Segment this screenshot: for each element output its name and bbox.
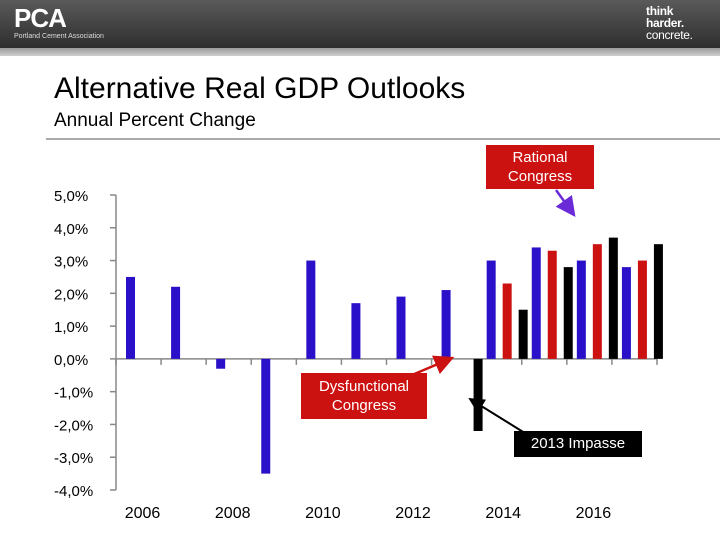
bar-2013-impasse-2017 xyxy=(653,244,663,359)
bar-rational-congress-2014 xyxy=(486,260,496,359)
bar-rational-congress-2009 xyxy=(261,358,271,474)
slide-subtitle: Annual Percent Change xyxy=(54,110,256,131)
rational-congress-callout: Rational Congress xyxy=(486,145,594,189)
bar-rational-congress-2015 xyxy=(531,247,541,359)
y-tick-label: 1,0% xyxy=(54,319,88,336)
tagline-line-3: concrete. xyxy=(646,28,693,42)
bar-dysfunctional-congress-2015 xyxy=(547,250,557,359)
annotation-arrows xyxy=(411,189,576,436)
rational-arrow xyxy=(554,189,576,218)
dysfunctional-callout-line-2: Congress xyxy=(331,397,397,414)
dysfunctional-callout-line-1: Dysfunctional xyxy=(318,378,410,395)
y-tick-label: 4,0% xyxy=(54,221,88,238)
x-tick-label: 2012 xyxy=(395,505,431,522)
y-tick-label: -1,0% xyxy=(54,385,93,402)
header-sub-bar xyxy=(0,48,720,56)
y-tick-label: -4,0% xyxy=(54,483,93,500)
y-tick-label: 3,0% xyxy=(54,254,88,271)
bar-rational-congress-2016 xyxy=(576,260,586,359)
slide-title: Alternative Real GDP Outlooks xyxy=(54,72,466,105)
dysfunctional-arrow xyxy=(411,355,455,377)
tagline-line-2: harder. xyxy=(646,16,684,30)
bar-2013-impasse-2015 xyxy=(563,267,573,359)
bar-rational-congress-2007 xyxy=(171,286,181,359)
y-tick-label: -2,0% xyxy=(54,417,93,434)
x-tick-label: 2006 xyxy=(125,505,161,522)
y-tick-label: 5,0% xyxy=(54,188,88,205)
bar-rational-congress-2011 xyxy=(351,303,361,359)
dysfunctional-congress-callout: Dysfunctional Congress xyxy=(301,373,427,419)
y-tick-label: 2,0% xyxy=(54,286,88,303)
bar-rational-congress-2013 xyxy=(441,290,451,359)
y-tick-label: 0,0% xyxy=(54,352,88,369)
impasse-arrow xyxy=(468,397,529,436)
bar-dysfunctional-congress-2014 xyxy=(502,283,512,359)
bar-rational-congress-2017 xyxy=(621,267,631,359)
tagline-line-1: think xyxy=(646,4,674,18)
chart-tick-labels: 5,0% 4,0% 3,0% 2,0% 1,0% 0,0% -1,0% -2,0% -3,0% -… xyxy=(54,188,611,522)
bar-rational-congress-2006 xyxy=(126,276,135,359)
bar-rational-congress-2012 xyxy=(396,296,406,359)
y-tick-label: -3,0% xyxy=(54,450,93,467)
rational-callout-line-2: Congress xyxy=(507,168,573,185)
title-divider xyxy=(46,138,720,140)
tagline-logo: think harder. concrete. xyxy=(646,5,693,41)
chart-bars xyxy=(126,237,663,474)
x-tick-label: 2014 xyxy=(485,505,521,522)
x-tick-label: 2016 xyxy=(576,505,612,522)
x-tick-label: 2008 xyxy=(215,505,251,522)
bar-rational-congress-2010 xyxy=(306,260,316,359)
pca-logo: PCA Portland Cement Association xyxy=(14,4,104,41)
bar-2013-impasse-2016 xyxy=(608,237,618,359)
x-tick-label: 2010 xyxy=(305,505,341,522)
pca-logo-mark: PCA xyxy=(14,3,67,33)
bar-2013-impasse-2013 xyxy=(473,358,483,431)
bar-2013-impasse-2014 xyxy=(518,309,528,359)
bar-dysfunctional-congress-2017 xyxy=(637,260,647,359)
bar-rational-congress-2008 xyxy=(216,358,226,369)
bar-dysfunctional-congress-2016 xyxy=(592,244,602,359)
header-bar: PCA Portland Cement Association think ha… xyxy=(0,0,720,48)
pca-logo-subtext: Portland Cement Association xyxy=(14,33,104,40)
rational-callout-line-1: Rational xyxy=(512,149,568,166)
impasse-callout: 2013 Impasse xyxy=(514,431,642,457)
